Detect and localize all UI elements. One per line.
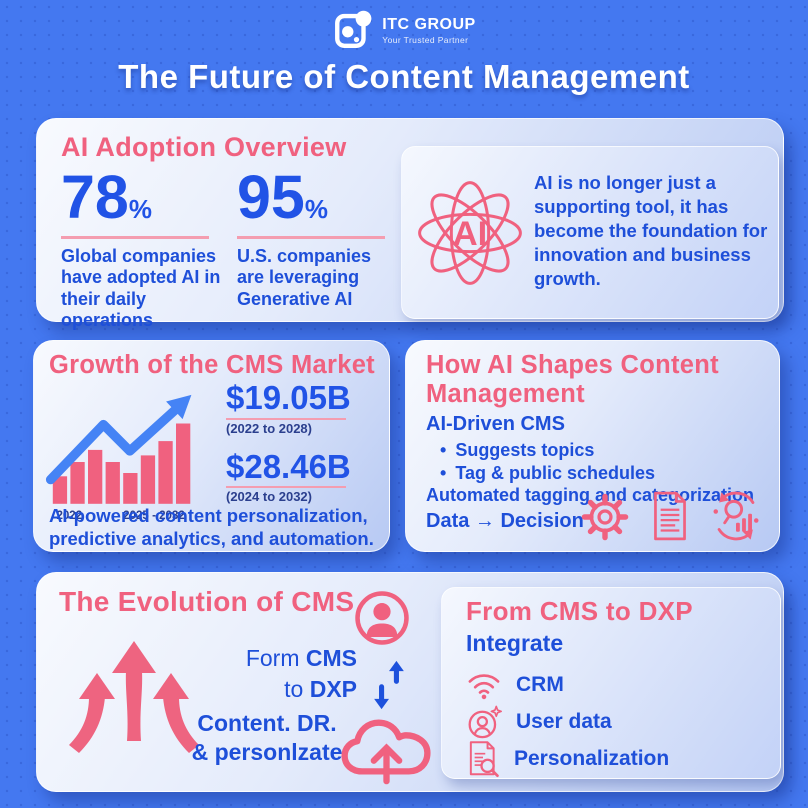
item-label: CRM [516, 673, 564, 696]
growth-caption: AI-powered content personalization, pred… [49, 505, 374, 549]
shapes-icons-row [579, 489, 763, 543]
cloud-upload-icon [339, 711, 434, 785]
bar [158, 441, 173, 504]
list-item-user-data: User data [466, 704, 669, 740]
list-item-crm: CRM [466, 670, 669, 700]
adoption-title: AI Adoption Overview [61, 132, 347, 162]
growth-title: Growth of the CMS Market [49, 351, 375, 379]
stat-block-global: 78% Global companies have adopted AI in … [61, 167, 223, 332]
list-item-personalization: Personalization [466, 741, 670, 778]
axis-label-2022: 2022 [56, 510, 82, 522]
analytics-icon [709, 489, 763, 543]
gear-icon [579, 491, 631, 543]
stat-value: 95% [237, 167, 399, 228]
word-to: to [284, 676, 304, 703]
dxp-items: CRM User data [466, 670, 670, 778]
dxp-card: From CMS to DXP Integrate [441, 587, 781, 779]
figure-value: $19.05B [226, 379, 351, 416]
bullet-item: Suggests topics [440, 439, 754, 462]
figure-period: (2024 to 2032) [226, 489, 312, 505]
shapes-title: How AI Shapes Content Management [426, 351, 719, 408]
word-form: Form [245, 645, 300, 671]
axis-label-2025-2032: 2025 - 2032 [123, 510, 185, 522]
ai-quote-text: AI is no longer just a supporting tool, … [534, 172, 768, 290]
itc-logo-icon [332, 9, 374, 51]
ai-atom-label: AI [453, 215, 488, 253]
shapes-line: Data → Decision [426, 509, 584, 532]
figure-period: (2022 to 2028) [226, 420, 312, 436]
bar [70, 462, 85, 504]
brand-tagline: Your Trusted Partner [382, 34, 469, 45]
shapes-heading: AI-Driven CMS [426, 413, 565, 435]
personalizate-label: & personlzate [191, 738, 343, 765]
stat-number: 95 [237, 163, 305, 231]
page-title: The Future of Content Management [118, 58, 690, 95]
person-icon [353, 589, 411, 647]
logo-text: ITC GROUP Your Trusted Partner [382, 16, 475, 45]
figure-divider [226, 417, 346, 420]
stat-value: 78% [61, 167, 223, 228]
item-label: User data [516, 710, 612, 733]
figure-divider [226, 486, 346, 489]
user-data-icon [466, 704, 502, 740]
evolution-title: The Evolution of CMS [59, 586, 355, 617]
dxp-subtitle: Integrate [466, 630, 564, 656]
shapes-body: AI-Driven CMS Suggests topics Tag & publ… [426, 413, 754, 534]
stat-unit: % [128, 194, 152, 224]
bar [123, 473, 138, 504]
adoption-overview-card: AI Adoption Overview 78% Global companie… [36, 118, 784, 330]
stat-number: 78 [61, 163, 129, 231]
ai-shapes-card: How AI Shapes Content Management AI-Driv… [405, 340, 780, 552]
evolution-text-1: Form CMS to DXP [177, 643, 357, 705]
ai-quote-card: AI AI is no longer just a supporting too… [401, 146, 779, 319]
stat-label: U.S. companies are leveraging Generative… [237, 245, 372, 309]
cms-bar-chart: 2022 2025 - 2032 [44, 385, 209, 528]
trend-line [45, 404, 181, 485]
figure-19b: $19.05B (2022 to 2028) [226, 379, 376, 436]
bar [52, 476, 68, 504]
wifi-icon [466, 670, 502, 700]
stat-label: Global companies have adopted AI in thei… [61, 245, 221, 331]
stat-unit: % [304, 194, 328, 224]
item-label: Personalization [514, 747, 670, 770]
bar [140, 455, 156, 504]
bar [176, 423, 191, 504]
document-icon [647, 489, 693, 543]
shapes-line: Automated tagging and categorization [426, 485, 755, 505]
growth-arrows-icon [59, 633, 209, 773]
word-dxp: DXP [309, 676, 357, 703]
bar [105, 462, 120, 504]
dxp-title: From CMS to DXP [466, 596, 693, 626]
bar [88, 449, 103, 504]
market-figures: $19.05B (2022 to 2028) $28.46B (2024 to … [226, 379, 376, 518]
cms-growth-card: Growth of the CMS Market 2022 2025 - 203… [33, 340, 390, 552]
header: ITC GROUP Your Trusted Partner [0, 9, 808, 51]
figure-value: $28.46B [226, 447, 351, 485]
word-cms: CMS [305, 645, 357, 671]
sync-arrows-icon [367, 659, 411, 711]
stat-divider [61, 236, 209, 239]
stat-divider [237, 236, 385, 239]
stat-block-us: 95% U.S. companies are leveraging Genera… [237, 167, 399, 310]
bullet-item: Tag & public schedules [440, 462, 754, 485]
brand-name: ITC GROUP [382, 15, 476, 33]
evolution-text-2: Content. DR. & personlzate [167, 709, 367, 767]
trend-arrowhead-icon [166, 394, 192, 420]
evolution-card: The Evolution of CMS Form CMS to DXP Con… [36, 572, 784, 792]
figure-28b: $28.46B (2024 to 2032) [226, 447, 376, 505]
content-dr-label: Content. DR. [197, 710, 337, 736]
ai-atom-icon: AI [414, 177, 526, 289]
personalization-icon [466, 740, 500, 778]
bar-series [52, 423, 191, 504]
